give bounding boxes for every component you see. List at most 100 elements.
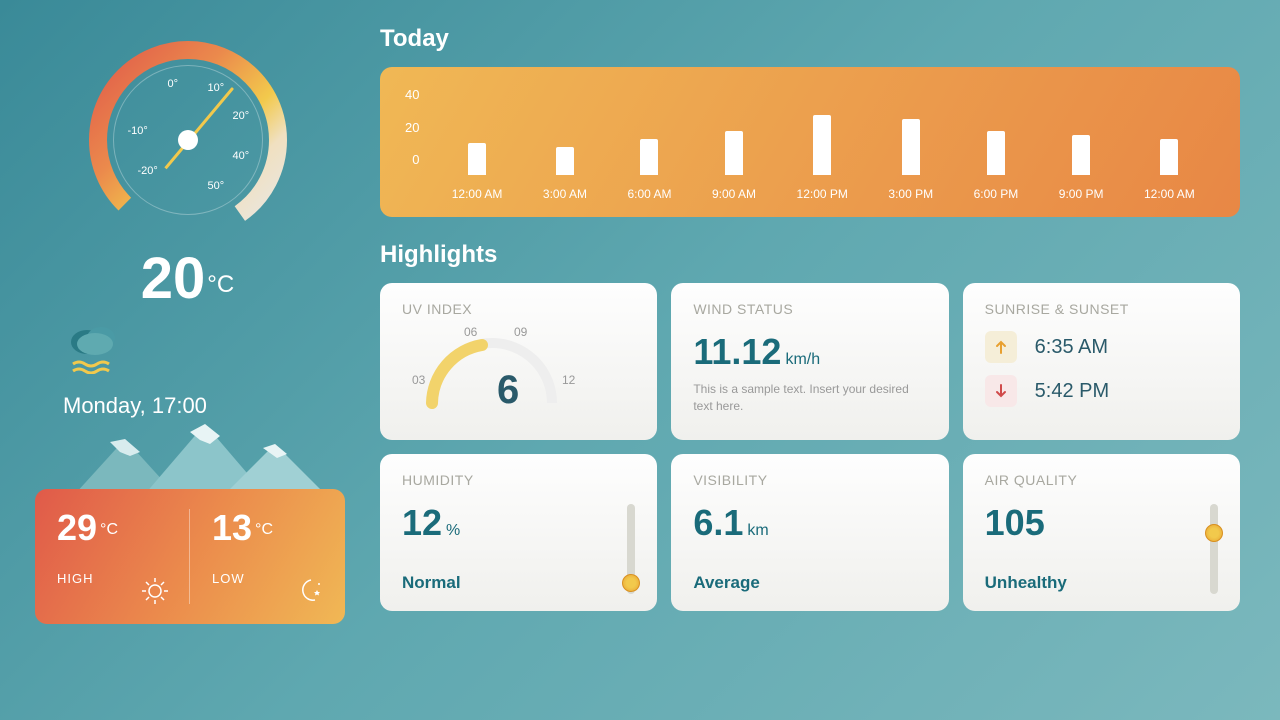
gauge-tick: 0° — [168, 78, 179, 90]
current-temperature: 20°C — [35, 245, 340, 312]
ylabel: 0 — [405, 152, 419, 167]
sun-icon — [140, 576, 170, 606]
gauge-tick: -20° — [138, 165, 158, 177]
highlights-grid: UV INDEX 03 06 09 12 6 WIND STATUS 11.12… — [380, 283, 1240, 611]
high-low-card: 29°C HIGH 13°C LOW — [35, 464, 345, 629]
datetime: Monday, 17:00 — [63, 393, 340, 419]
high-unit: °C — [100, 521, 118, 538]
gauge-tick: 50° — [208, 180, 225, 192]
chart-bar — [468, 143, 486, 175]
card-title: VISIBILITY — [693, 472, 926, 488]
uv-arc-icon — [412, 328, 572, 413]
chart-bar — [556, 147, 574, 175]
chart-bar-col: 6:00 PM — [974, 131, 1019, 205]
uv-value: 6 — [497, 368, 519, 413]
chart-bar-label: 3:00 AM — [543, 187, 587, 205]
chart-bar — [902, 119, 920, 175]
wind-unit: km/h — [785, 351, 820, 368]
today-chart: 40 20 0 12:00 AM3:00 AM6:00 AM9:00 AM12:… — [380, 67, 1240, 217]
chart-bar — [640, 139, 658, 175]
uv-index-card[interactable]: UV INDEX 03 06 09 12 6 — [380, 283, 657, 440]
today-title: Today — [380, 25, 1240, 53]
chart-yaxis: 40 20 0 — [405, 87, 431, 167]
chart-bar-label: 3:00 PM — [888, 187, 933, 205]
card-title: AIR QUALITY — [985, 472, 1218, 488]
wind-desc: This is a sample text. Insert your desir… — [693, 381, 926, 415]
mountains-icon — [55, 424, 335, 499]
low-temp: 13 — [212, 507, 252, 548]
chart-bar-label: 6:00 PM — [974, 187, 1019, 205]
chart-bar-col: 3:00 AM — [543, 147, 587, 205]
visibility-card[interactable]: VISIBILITY 6.1km Average — [671, 454, 948, 611]
sunset-row: 5:42 PM — [985, 375, 1218, 407]
uv-tick: 03 — [412, 373, 425, 387]
visibility-status: Average — [693, 573, 759, 593]
chart-bar-col: 12:00 AM — [452, 143, 503, 205]
humidity-card[interactable]: HUMIDITY 12% Normal — [380, 454, 657, 611]
arrow-up-icon — [993, 339, 1009, 355]
chart-bar-col: 6:00 AM — [627, 139, 671, 205]
wind-status-card[interactable]: WIND STATUS 11.12km/h This is a sample t… — [671, 283, 948, 440]
weather-condition — [65, 320, 340, 379]
card-title: HUMIDITY — [402, 472, 635, 488]
air-quality-card[interactable]: AIR QUALITY 105 Unhealthy — [963, 454, 1240, 611]
air-value: 105 — [985, 502, 1045, 543]
slider-knob[interactable] — [622, 574, 640, 592]
visibility-value: 6.1 — [693, 502, 743, 543]
card-title: WIND STATUS — [693, 301, 926, 317]
highlights-title: Highlights — [380, 241, 1240, 269]
cloud-icon — [65, 320, 119, 356]
sunrise-time: 6:35 AM — [1035, 336, 1108, 359]
low-unit: °C — [255, 521, 273, 538]
gauge-center — [178, 130, 198, 150]
visibility-unit: km — [747, 522, 768, 539]
chart-bar-col: 12:00 AM — [1144, 139, 1195, 205]
wind-value: 11.12 — [693, 331, 781, 372]
uv-gauge: 03 06 09 12 6 — [402, 323, 635, 383]
chart-bar — [725, 131, 743, 175]
sunrise-icon-box — [985, 331, 1017, 363]
air-slider[interactable] — [1210, 504, 1218, 594]
temperature-gauge: 0° 10° 20° -10° 40° -20° 50° — [78, 30, 298, 250]
chart-bar-col: 9:00 AM — [712, 131, 756, 205]
chart-bar — [813, 115, 831, 175]
chart-bars: 12:00 AM 3:00 AM 6:00 AM 9:00 AM 12:00 PM 3:0… — [431, 85, 1215, 205]
humidity-unit: % — [446, 522, 460, 539]
chart-bar-label: 9:00 PM — [1059, 187, 1104, 205]
air-status: Unhealthy — [985, 573, 1067, 593]
sunrise-row: 6:35 AM — [985, 331, 1218, 363]
chart-bar — [987, 131, 1005, 175]
chart-bar-col: 3:00 PM — [888, 119, 933, 205]
high-temp: 29 — [57, 507, 97, 548]
moon-icon — [293, 576, 325, 606]
left-panel: 0° 10° 20° -10° 40° -20° 50° 20°C Monday… — [0, 0, 360, 720]
chart-bar-label: 6:00 AM — [627, 187, 671, 205]
ylabel: 20 — [405, 120, 419, 135]
chart-bar-col: 12:00 PM — [797, 115, 848, 205]
fog-icon — [71, 360, 115, 374]
humidity-slider[interactable] — [627, 504, 635, 594]
right-panel: Today 40 20 0 12:00 AM 3:00 AM 6:00 AM 9:00… — [360, 0, 1280, 720]
gauge-tick: 20° — [233, 110, 250, 122]
chart-bar-col: 9:00 PM — [1059, 135, 1104, 205]
low-temp-col: 13°C LOW — [190, 489, 345, 624]
humidity-status: Normal — [402, 573, 461, 593]
arrow-down-icon — [993, 383, 1009, 399]
uv-tick: 12 — [562, 373, 575, 387]
chart-bar-label: 12:00 AM — [452, 187, 503, 205]
chart-bar-label: 12:00 AM — [1144, 187, 1195, 205]
card-title: UV INDEX — [402, 301, 635, 317]
sunset-icon-box — [985, 375, 1017, 407]
gauge-tick: 10° — [208, 82, 225, 94]
temp-unit: °C — [207, 271, 234, 298]
ylabel: 40 — [405, 87, 419, 102]
slider-knob[interactable] — [1205, 524, 1223, 542]
uv-tick: 09 — [514, 325, 527, 339]
humidity-value: 12 — [402, 502, 442, 543]
chart-bar — [1072, 135, 1090, 175]
card-title: SUNRISE & SUNSET — [985, 301, 1218, 317]
sunset-time: 5:42 PM — [1035, 380, 1109, 403]
sunrise-sunset-card[interactable]: SUNRISE & SUNSET 6:35 AM 5:42 PM — [963, 283, 1240, 440]
gauge-tick: -10° — [128, 125, 148, 137]
chart-bar-label: 9:00 AM — [712, 187, 756, 205]
